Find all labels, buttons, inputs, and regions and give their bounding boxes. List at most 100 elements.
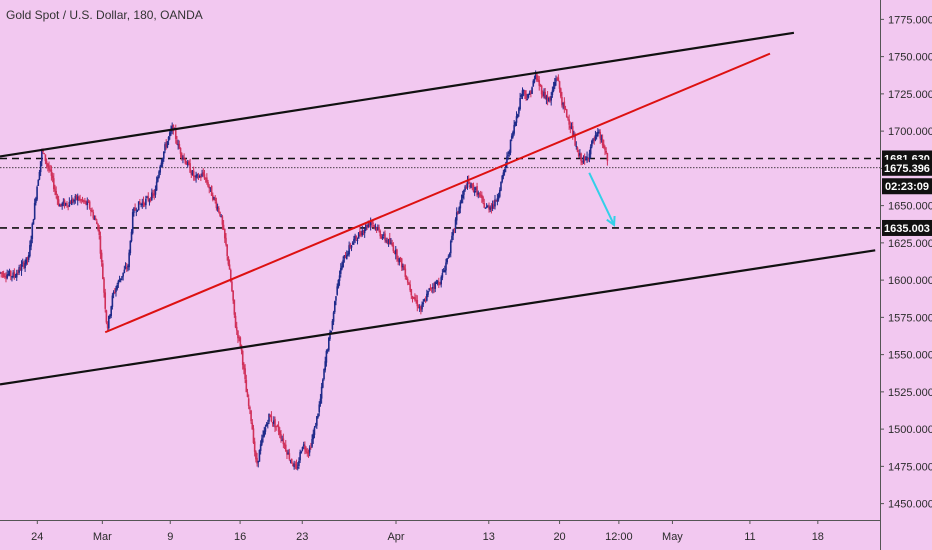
candle-body [243, 365, 245, 370]
candle-body [159, 166, 162, 173]
candle-body [131, 212, 134, 234]
candle-body [434, 281, 437, 289]
candle-body [357, 232, 360, 239]
candle-body [368, 222, 371, 226]
candle-body [180, 153, 183, 158]
candle-body [369, 221, 372, 226]
candle-body [339, 267, 342, 274]
candle-body [112, 292, 115, 295]
candle-body [383, 234, 385, 236]
candle-body [520, 95, 523, 97]
candle-body [145, 198, 147, 206]
candle-body [225, 237, 227, 245]
candle-body [477, 192, 480, 195]
candle-body [140, 203, 142, 205]
candle-body [308, 447, 311, 453]
candle-body [498, 189, 501, 197]
candle-body [294, 464, 297, 466]
candle-body [589, 146, 592, 155]
candle-body [9, 270, 12, 277]
candle-body [54, 188, 56, 192]
candle-body [157, 177, 159, 182]
candle-body [273, 420, 275, 424]
y-tick-label: 1575.000 [888, 312, 932, 324]
y-tick-label: 1725.000 [888, 89, 932, 101]
candle-body [195, 175, 197, 178]
candle-body [104, 292, 107, 309]
lines-layer [0, 157, 880, 229]
candle-body [17, 271, 19, 273]
candle-body [318, 404, 321, 413]
candle-body [580, 153, 582, 162]
candle-body [196, 174, 199, 176]
candle-body [568, 119, 570, 125]
candle-body [13, 272, 16, 277]
candle-body [238, 337, 240, 339]
candle-body [192, 170, 195, 177]
candle-body [204, 177, 207, 179]
candle-body [177, 143, 179, 146]
candle-body [526, 98, 529, 100]
candle-body [75, 195, 78, 200]
candle-body [174, 128, 177, 139]
candle-body [264, 427, 267, 432]
candle-body [117, 280, 120, 285]
candle-body [393, 252, 396, 254]
candle-body [269, 414, 272, 417]
candle-body [603, 143, 605, 148]
candle-body [179, 147, 182, 154]
candle-body [471, 184, 474, 186]
candle-body [472, 185, 475, 192]
candle-body [319, 398, 322, 404]
candle-body [310, 446, 312, 448]
candle-body [134, 207, 136, 211]
candle-body [202, 172, 205, 175]
candle-body [122, 272, 124, 277]
candle-body [167, 136, 170, 141]
candle-body [416, 300, 419, 307]
candle-body [58, 205, 61, 207]
candle-body [528, 92, 531, 95]
candle-body [259, 444, 262, 451]
candle-body [356, 239, 359, 241]
candle-body [249, 406, 251, 410]
candle-body [57, 199, 60, 206]
candle-body [92, 212, 95, 219]
candle-body [56, 196, 59, 200]
candle-body [137, 201, 140, 211]
candle-body [394, 249, 397, 255]
candle-body [69, 202, 72, 204]
y-tick-label: 1500.000 [888, 424, 932, 436]
candle-body [170, 130, 172, 133]
candle-body [497, 195, 500, 200]
candle-body [404, 268, 407, 277]
candle-body [537, 79, 539, 81]
y-tick-label: 1700.000 [888, 126, 932, 138]
candle-body [281, 439, 283, 441]
candle-body [441, 273, 444, 278]
candle-body [522, 90, 525, 92]
candle-body [335, 296, 337, 301]
candle-body [154, 189, 157, 195]
candle-body [147, 196, 150, 201]
candle-body [551, 90, 554, 96]
candle-body [93, 218, 96, 220]
candle-body [330, 330, 332, 334]
candle-body [25, 257, 28, 264]
candle-body [62, 201, 65, 205]
candle-body [488, 205, 490, 210]
candle-body [37, 180, 40, 186]
candle-body [39, 161, 42, 173]
candle-body [570, 126, 573, 129]
candle-body [378, 227, 380, 231]
candle-body [504, 164, 507, 169]
candle-body [333, 301, 336, 313]
candle-body [540, 85, 543, 95]
candle-body [408, 283, 410, 285]
candle-body [483, 203, 486, 208]
candle-body [409, 284, 411, 291]
candle-body [79, 198, 81, 200]
candle-body [442, 271, 445, 273]
candle-body [124, 267, 127, 269]
